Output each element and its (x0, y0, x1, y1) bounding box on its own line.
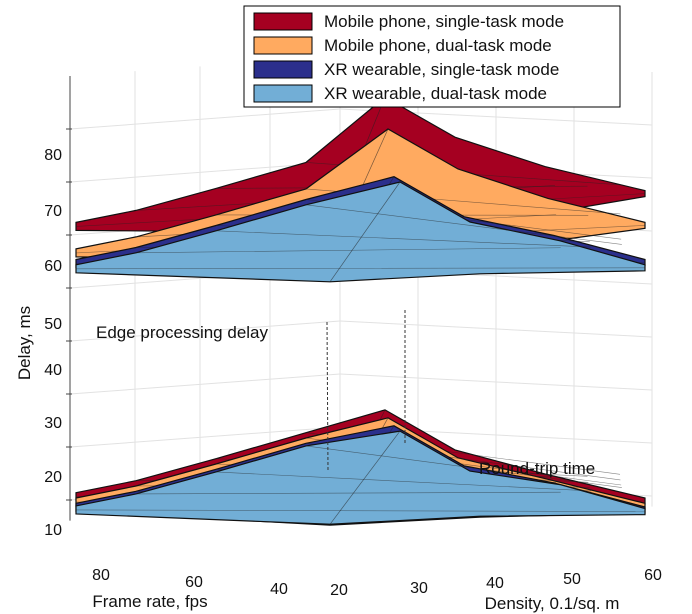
mesh-line (329, 181, 401, 283)
mesh-line (305, 445, 622, 488)
z-tick-label: 60 (44, 258, 62, 275)
y-axis: 80 60 40 Frame rate, fps (92, 567, 288, 611)
z-axis-title: Delay, ms (15, 306, 34, 380)
legend-swatch-xr-dual (253, 84, 313, 103)
z-tick-label: 70 (44, 203, 62, 220)
surface-series (75, 181, 646, 283)
legend-swatch-xr-single (253, 60, 313, 79)
x-tick-label: 20 (330, 582, 348, 599)
legend-swatch-mobile-dual (253, 36, 313, 55)
legend-label: Mobile phone, single-task mode (324, 12, 564, 31)
grid-line (69, 426, 341, 448)
mesh-line (75, 267, 646, 270)
z-tick-label: 50 (44, 316, 62, 333)
annotation-round-trip-time: Round-trip time (479, 459, 595, 478)
mesh-line (215, 471, 592, 492)
z-axis: 10 20 30 40 50 60 70 80 Delay, ms (15, 147, 62, 539)
z-tick-label: 80 (44, 147, 62, 164)
mesh-line (305, 204, 622, 245)
legend-label: XR wearable, single-task mode (324, 60, 559, 79)
grid-line (69, 108, 341, 130)
x-tick-label: 60 (644, 567, 662, 584)
x-tick-label: 50 (563, 571, 581, 588)
legend-label: XR wearable, dual-task mode (324, 84, 547, 103)
legend-label: Mobile phone, dual-task mode (324, 36, 552, 55)
mesh-line (75, 509, 646, 512)
grid-line (69, 320, 341, 342)
y-tick-label: 60 (185, 574, 203, 591)
mesh-line (135, 491, 561, 495)
legend-swatch-mobile-single (253, 12, 313, 31)
x-axis-title: Density, 0.1/sq. m (485, 594, 620, 613)
mesh-line (329, 430, 401, 525)
y-tick-label: 40 (270, 581, 288, 598)
mesh-line (215, 230, 592, 248)
grid-line (69, 373, 341, 395)
surface-series (75, 430, 646, 525)
y-axis-title: Frame rate, fps (92, 592, 207, 611)
mesh-line (135, 247, 561, 254)
z-tick-label: 30 (44, 415, 62, 432)
x-axis: 20 30 40 50 60 Density, 0.1/sq. m (330, 567, 662, 613)
y-tick-label: 80 (92, 567, 110, 584)
guide-lines-layer (326, 310, 406, 471)
z-tick-label: 20 (44, 469, 62, 486)
z-tick-label: 10 (44, 522, 62, 539)
surfaces-layer (75, 96, 646, 526)
annotation-edge-processing-delay: Edge processing delay (96, 323, 269, 342)
legend: Mobile phone, single-task mode Mobile ph… (243, 5, 621, 108)
x-tick-label: 30 (410, 580, 428, 597)
z-tick-label: 40 (44, 362, 62, 379)
x-tick-label: 40 (486, 575, 504, 592)
